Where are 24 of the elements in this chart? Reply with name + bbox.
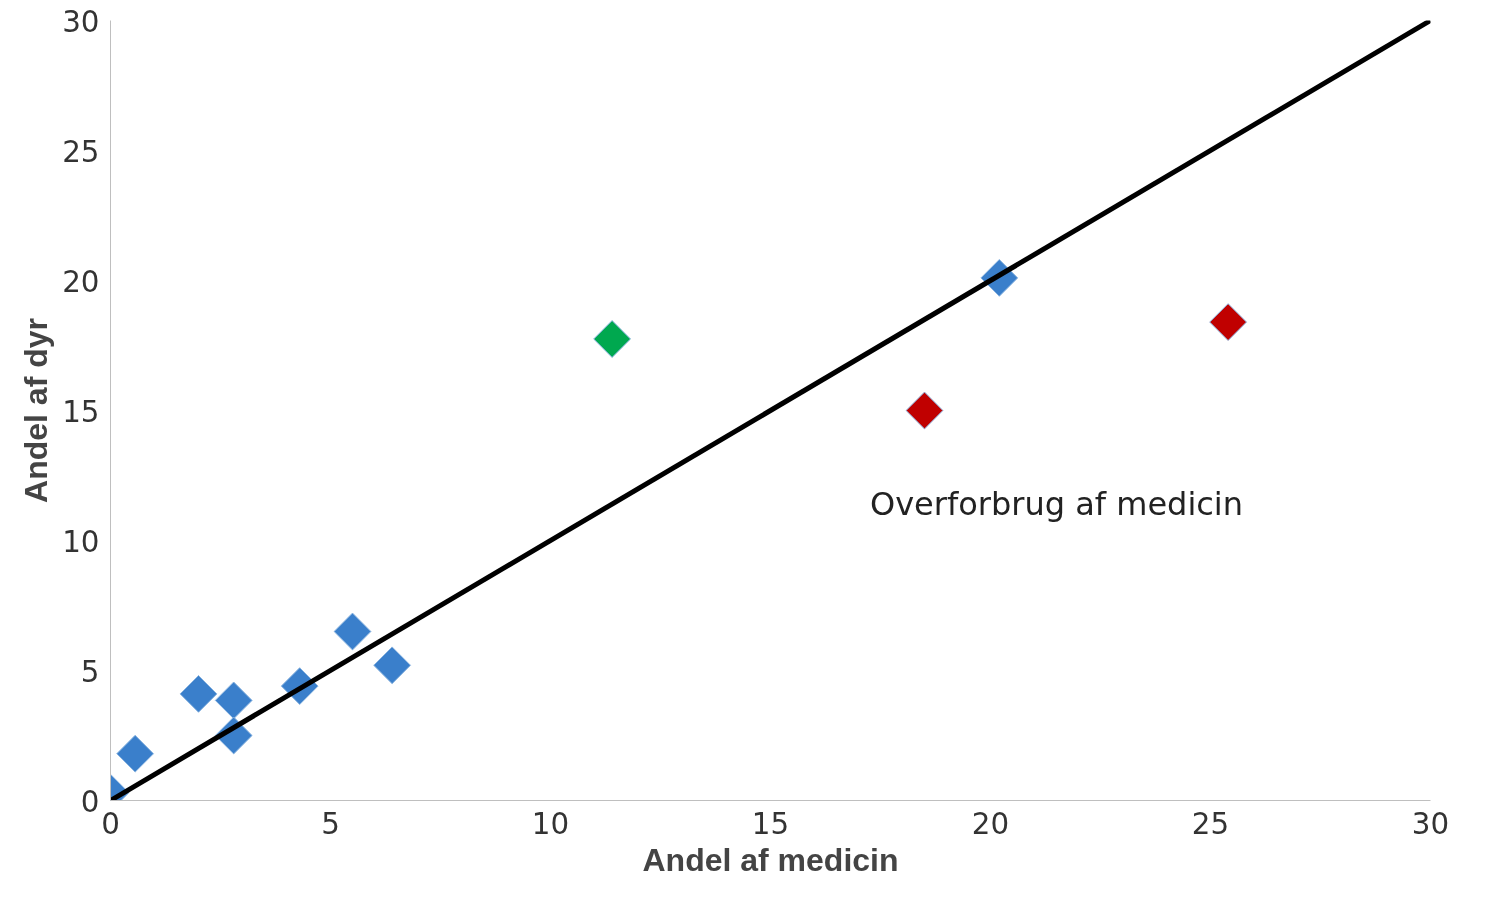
x-tick-label: 20: [971, 806, 1010, 841]
point: [214, 681, 253, 720]
annotation: Overforbrug af medicin: [869, 484, 1244, 523]
point: [1209, 303, 1247, 341]
y-axis-title: Andel af dyr: [18, 318, 55, 503]
y-tick-label: 0: [80, 784, 100, 819]
point: [373, 646, 411, 685]
x-tick-label: 10: [531, 806, 570, 841]
point: [179, 675, 218, 713]
point: [116, 734, 155, 773]
x-axis-title: Andel af medicin: [642, 841, 899, 878]
y-tick-label: 15: [62, 394, 100, 429]
x-tick-label: 30: [1411, 806, 1450, 841]
point: [333, 612, 372, 651]
point: [593, 320, 631, 358]
x-tick-label: 25: [1191, 806, 1230, 841]
y-tick-label: 5: [80, 654, 100, 689]
y-tick-label: 25: [62, 134, 100, 169]
point: [905, 391, 944, 430]
x-tick-label: 15: [751, 806, 790, 841]
y-tick-label: 30: [62, 4, 100, 39]
y-tick-label: 10: [62, 524, 100, 559]
x-tick-label: 5: [321, 806, 340, 841]
y-tick-label: 20: [62, 264, 100, 299]
